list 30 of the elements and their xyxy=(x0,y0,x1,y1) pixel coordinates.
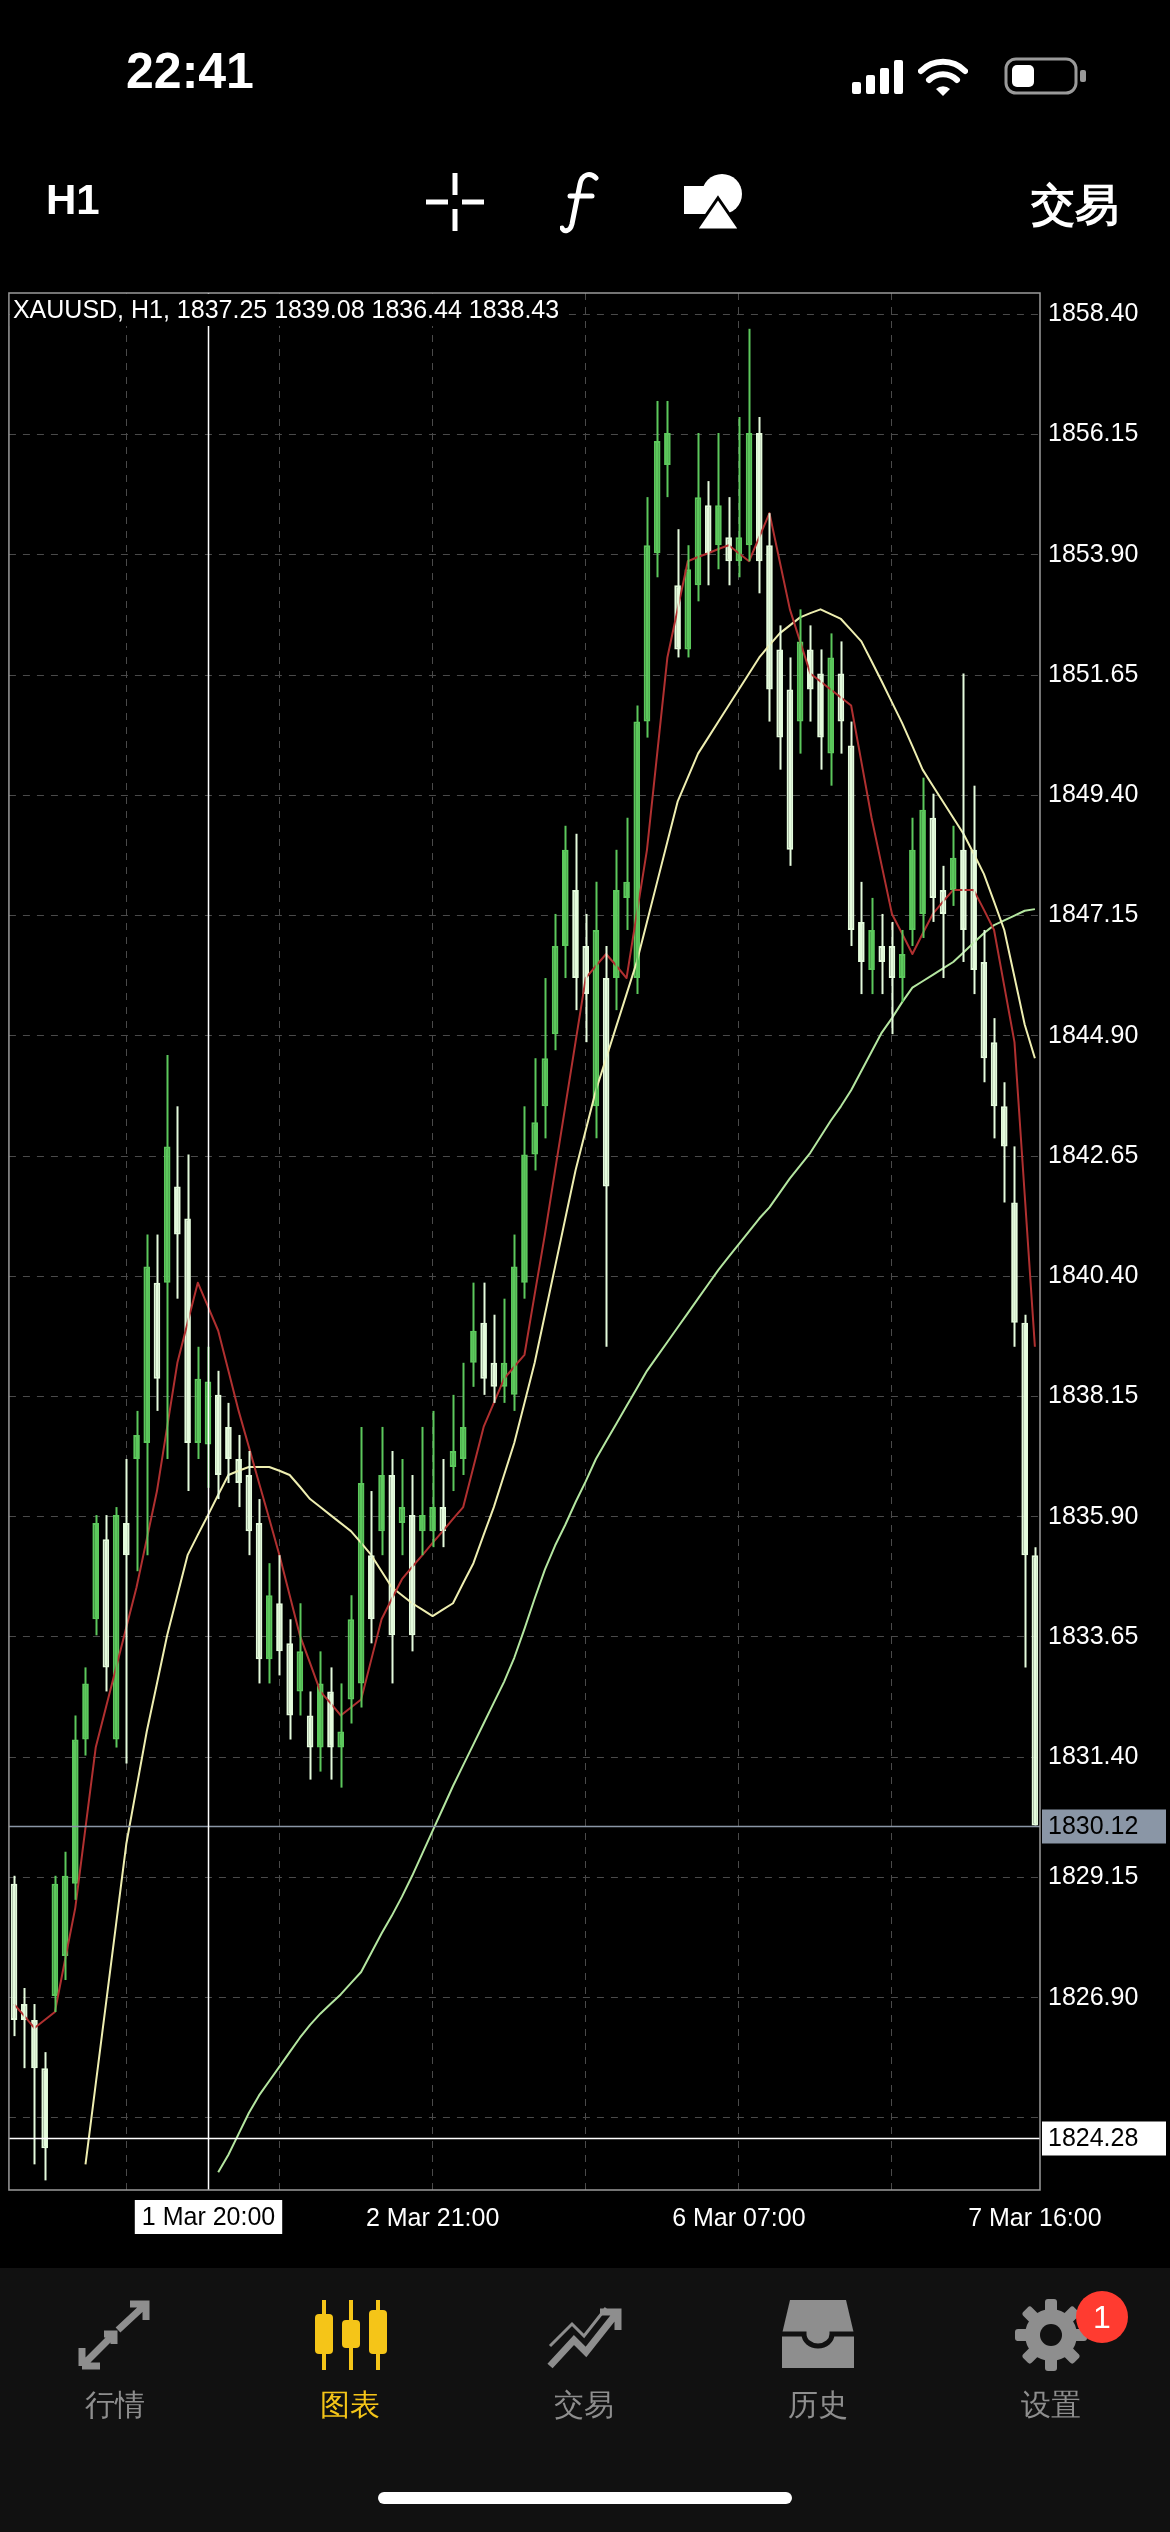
y-tick-label: 1847.15 xyxy=(1048,899,1139,928)
ref-line-label: 1824.28 xyxy=(1048,2123,1139,2152)
x-tick-label: 1 Mar 20:00 xyxy=(141,2201,276,2230)
chart-title: XAUUSD, H1, 1837.25 1839.08 1836.44 1838.43 xyxy=(12,295,560,324)
text: 历史 xyxy=(787,2387,849,2423)
y-tick-label: 1853.90 xyxy=(1048,538,1139,567)
text: 交易 xyxy=(1030,179,1120,231)
y-tick-label: 1838.15 xyxy=(1048,1380,1139,1409)
y-tick-label: 1851.65 xyxy=(1048,658,1139,687)
text: 22:41 xyxy=(125,42,255,100)
y-tick-label: 1833.65 xyxy=(1048,1620,1139,1649)
text: 交易 xyxy=(553,2387,615,2423)
y-tick-label: 1844.90 xyxy=(1048,1019,1139,1048)
y-tick-label: 1826.90 xyxy=(1048,1981,1139,2010)
y-tick-label: 1858.40 xyxy=(1048,298,1139,327)
y-tick-label: 1842.65 xyxy=(1048,1139,1139,1168)
text: H1 xyxy=(46,176,100,224)
text: 行情 xyxy=(84,2387,146,2423)
x-tick-label: 6 Mar 07:00 xyxy=(672,2202,806,2231)
ref-line-label: 1830.12 xyxy=(1048,1811,1139,1840)
y-tick-label: 1835.90 xyxy=(1048,1500,1139,1529)
x-tick-label: 7 Mar 16:00 xyxy=(968,2202,1102,2231)
y-tick-label: 1856.15 xyxy=(1048,418,1139,447)
y-tick-label: 1840.40 xyxy=(1048,1260,1139,1289)
y-tick-label: 1829.15 xyxy=(1048,1861,1139,1890)
x-tick-label: 2 Mar 21:00 xyxy=(365,2202,500,2231)
text: 图表 xyxy=(319,2387,381,2423)
y-tick-label: 1849.40 xyxy=(1048,779,1139,808)
text: 设置 xyxy=(1020,2387,1082,2423)
y-tick-label: 1831.40 xyxy=(1048,1741,1139,1770)
